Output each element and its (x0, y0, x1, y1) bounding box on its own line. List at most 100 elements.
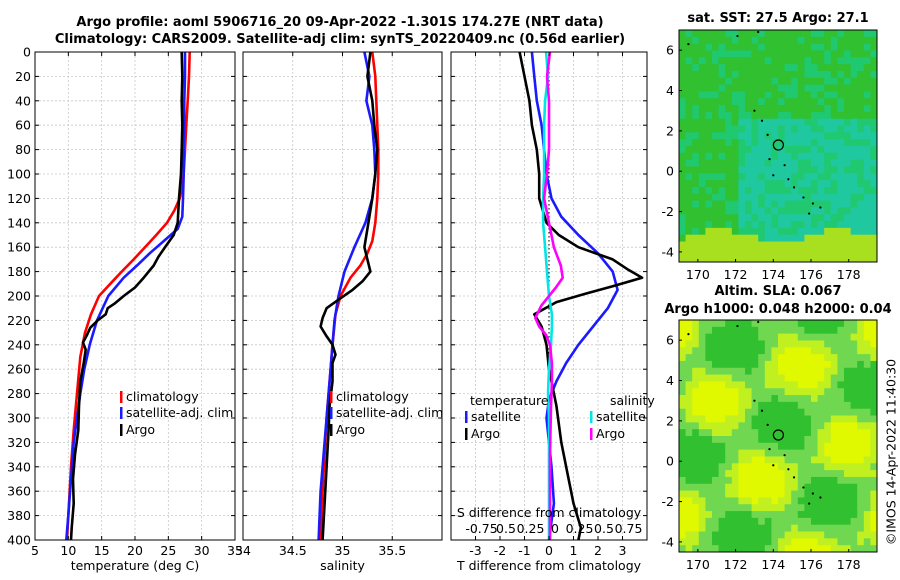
sla-map-cell (692, 408, 700, 417)
sat-sst-map-cell (797, 132, 805, 140)
sla-map-cell (830, 333, 838, 341)
sat-sst-map-cell (844, 173, 852, 181)
sat-sst-map-cell (870, 234, 878, 243)
sat-sst-map-cell (824, 43, 832, 51)
sat-sst-map-cell (830, 50, 838, 58)
sla-map-cell (738, 374, 746, 382)
sat-sst-map-cell (830, 173, 838, 181)
sla-map-cell (751, 388, 759, 396)
sla-map-cell (718, 333, 726, 341)
sla-map-cell (791, 320, 799, 328)
sat-sst-map-cell (837, 118, 845, 127)
sla-map-cell (844, 456, 852, 464)
sla-map-cell (718, 415, 726, 423)
sla-map-cell (698, 511, 706, 519)
sla-map-cell (857, 388, 865, 396)
sat-sst-map-cell (718, 234, 726, 243)
sla-map-cell (791, 347, 799, 355)
sla-map-cell (764, 483, 772, 492)
sat-sst-map-cell (679, 50, 687, 58)
sat-sst-map-cell (791, 64, 799, 72)
sla-map-cell (712, 504, 720, 512)
sat-sst-map-cell (771, 255, 779, 263)
sla-map-cell (817, 470, 825, 478)
sla-map-cell (731, 463, 739, 471)
sla-map-cell (850, 354, 858, 362)
sat-sst-map-cell (731, 173, 739, 181)
sla-map-cell (745, 456, 753, 464)
sat-sst-map-cell (758, 105, 766, 113)
sla-map-cell (797, 497, 805, 505)
sla-map-cell (692, 442, 700, 451)
sla-map-cell (837, 401, 845, 410)
sat-sst-map-cell (698, 159, 706, 167)
sla-map-cell (797, 442, 805, 451)
sla-map-cell (764, 545, 772, 553)
sla-map-cell (857, 422, 865, 430)
sla-map-cell (771, 483, 779, 492)
sla-map-cell (857, 401, 865, 410)
sat-sst-map-cell (685, 214, 693, 222)
sat-sst-map-cell (738, 98, 746, 106)
sat-sst-map-cell (817, 207, 825, 215)
sla-map-cell (857, 415, 865, 423)
sla-map-cell (745, 436, 753, 444)
sat-sst-map-cell (751, 227, 759, 236)
sat-sst-map-cell (850, 207, 858, 215)
sla-map-cell (698, 429, 706, 437)
sla-map-cell (791, 415, 799, 423)
sla-map-cell (811, 367, 819, 376)
sla-map-cell (771, 360, 779, 369)
sat-sst-map-cell (870, 139, 878, 147)
sat-sst-map-cell (791, 91, 799, 99)
sat-sst-map-cell (844, 57, 852, 65)
sat-sst-map-cell (850, 255, 858, 263)
sat-sst-map-cell (764, 84, 772, 92)
sat-sst-map-cell (698, 227, 706, 236)
sla-map-cell (758, 511, 766, 519)
sla-map-cell (804, 333, 812, 341)
sat-sst-map-cell (692, 227, 700, 236)
sla-map-cell (731, 326, 739, 335)
sat-sst-map-cell (718, 36, 726, 45)
sla-map-island (783, 454, 786, 457)
sat-sst-map-cell (712, 200, 720, 208)
sat-sst-map-cell (844, 70, 852, 79)
sat-sst-map-cell (784, 50, 792, 58)
sat-sst-map-cell (850, 111, 858, 120)
sat-sst-map-cell (725, 84, 733, 92)
sat-sst-map-cell (731, 57, 739, 65)
sla-map-cell (679, 504, 687, 512)
sat-sst-map-cell (712, 234, 720, 243)
sat-sst-map-cell (850, 166, 858, 174)
sat-sst-map-cell (870, 186, 878, 195)
sla-map-ytick-label: 4 (666, 373, 674, 388)
sla-map-cell (718, 360, 726, 369)
sat-sst-map-cell (738, 57, 746, 65)
sat-sst-map-cell (751, 180, 759, 188)
sla-map-cell (850, 524, 858, 533)
sla-map-cell (692, 333, 700, 341)
sla-map-cell (771, 497, 779, 505)
sla-map-cell (830, 401, 838, 410)
sat-sst-map-cell (685, 132, 693, 140)
sat-sst-map-cell (718, 186, 726, 195)
sla-map-cell (718, 449, 726, 457)
sat-sst-map-cell (731, 84, 739, 92)
sla-map-cell (844, 360, 852, 369)
sla-map-cell (771, 531, 779, 539)
sla-map-cell (679, 340, 687, 348)
sat-sst-map-cell (698, 186, 706, 195)
sat-sst-map-cell (725, 125, 733, 133)
sla-map-cell (778, 333, 786, 341)
sat-sst-map-cell (758, 118, 766, 127)
sla-map-cell (870, 531, 878, 539)
temperature-series-satellite-adj-clim (65, 52, 187, 541)
sat-sst-map-cell (712, 221, 720, 229)
sat-sst-map-cell (784, 64, 792, 72)
sat-sst-map-cell (863, 221, 871, 229)
sla-map-cell (850, 320, 858, 328)
sat-sst-map-cell (718, 180, 726, 188)
sat-sst-map-xtick-label: 170 (686, 267, 710, 282)
sat-sst-map-cell (758, 30, 766, 38)
